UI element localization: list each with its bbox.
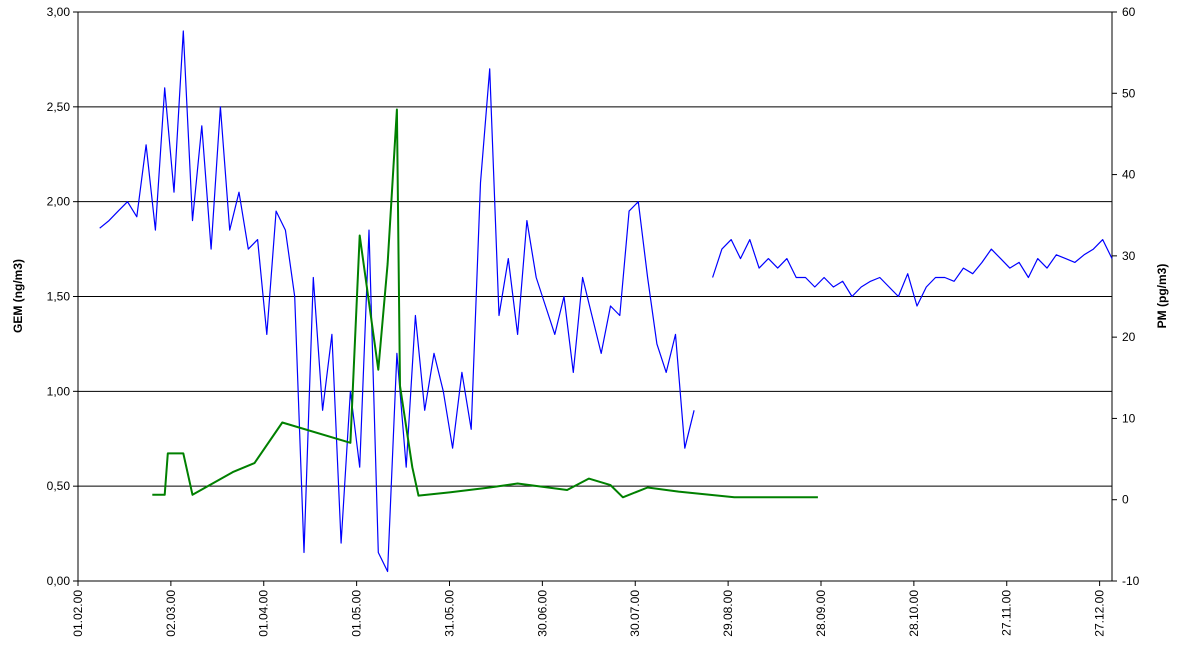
y-tick-label: 0,00	[47, 574, 71, 588]
y2-axis-title: PM (pg/m3)	[1155, 264, 1169, 329]
y2-tick-label: 20	[1122, 330, 1136, 344]
x-tick-label: 01.02.00	[71, 590, 85, 637]
x-tick-label: 27.12.00	[1093, 590, 1107, 637]
x-tick-label: 29.08.00	[721, 590, 735, 637]
y2-tick-label: 60	[1122, 5, 1136, 19]
y-tick-label: 2,00	[47, 195, 71, 209]
x-tick-label: 02.03.00	[164, 590, 178, 637]
y-tick-label: 1,00	[47, 384, 71, 398]
x-tick-label: 30.06.00	[535, 590, 549, 637]
y2-tick-label: 0	[1122, 493, 1129, 507]
x-tick-label: 01.04.00	[257, 590, 271, 637]
y-axis-title: GEM (ng/m3)	[11, 259, 25, 333]
x-tick-label: 28.10.00	[907, 590, 921, 637]
y-tick-label: 1,50	[47, 290, 71, 304]
x-tick-label: 31.05.00	[442, 590, 456, 637]
y2-tick-label: -10	[1122, 574, 1140, 588]
data-line	[152, 108, 818, 499]
y2-tick-label: 50	[1122, 86, 1136, 100]
data-line	[99, 30, 1113, 573]
y-tick-label: 0,50	[47, 479, 71, 493]
y-tick-label: 3,00	[47, 5, 71, 19]
x-tick-label: 30.07.00	[628, 590, 642, 637]
x-tick-label: 01.05.00	[350, 590, 364, 637]
x-tick-label: 27.11.00	[1000, 590, 1014, 636]
y-tick-label: 2,50	[47, 100, 71, 114]
x-tick-label: 28.09.00	[814, 590, 828, 637]
y2-tick-label: 40	[1122, 168, 1136, 182]
y2-tick-label: 10	[1122, 411, 1136, 425]
y2-tick-label: 30	[1122, 249, 1136, 263]
